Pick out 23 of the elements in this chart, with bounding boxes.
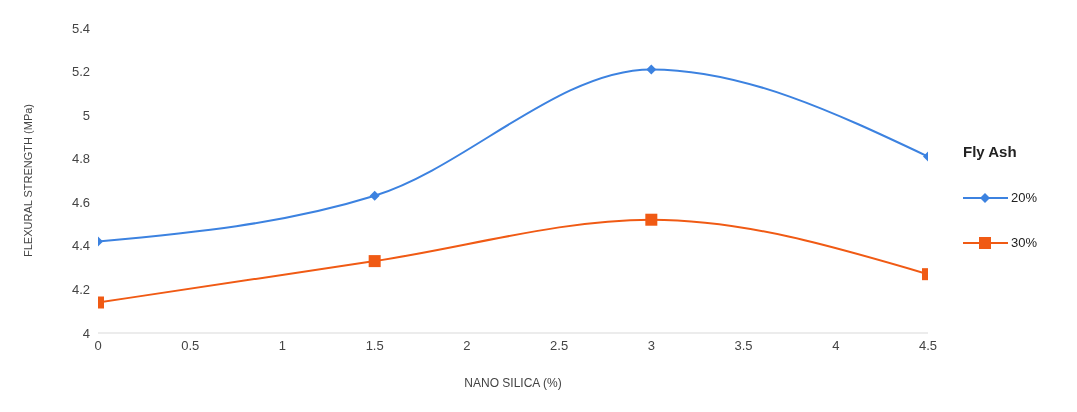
y-tick-label: 4 bbox=[82, 325, 90, 341]
x-tick-label: 1.5 bbox=[365, 338, 384, 354]
x-tick-label: 0.5 bbox=[181, 338, 200, 354]
y-tick-label: 5.4 bbox=[71, 20, 90, 36]
legend-title: Fly Ash bbox=[963, 143, 1018, 160]
x-tick-label: 0 bbox=[94, 338, 102, 354]
y-tick-label: 4.6 bbox=[71, 194, 90, 210]
y-tick-label: 4.8 bbox=[71, 151, 90, 167]
x-tick-label: 2 bbox=[463, 338, 471, 354]
x-axis-title: NANO SILICA (%) bbox=[464, 375, 562, 390]
x-tick-label: 3 bbox=[647, 338, 655, 354]
x-tick-label: 4 bbox=[832, 338, 840, 354]
y-tick-label: 5 bbox=[82, 107, 90, 123]
x-tick-label: 4.5 bbox=[918, 338, 938, 354]
legend-label: 20% bbox=[1011, 190, 1038, 205]
legend-label: 30% bbox=[1011, 235, 1038, 250]
y-tick-label: 4.2 bbox=[71, 282, 90, 298]
x-tick-label: 1 bbox=[278, 338, 287, 354]
y-tick-label: 4.4 bbox=[71, 238, 90, 254]
x-tick-label: 2.5 bbox=[550, 338, 569, 354]
x-tick-label: 3.5 bbox=[734, 338, 753, 354]
y-axis-title: FLEXURAL STRENGTH (MPa) bbox=[21, 103, 34, 258]
y-tick-label: 5.2 bbox=[71, 64, 90, 80]
